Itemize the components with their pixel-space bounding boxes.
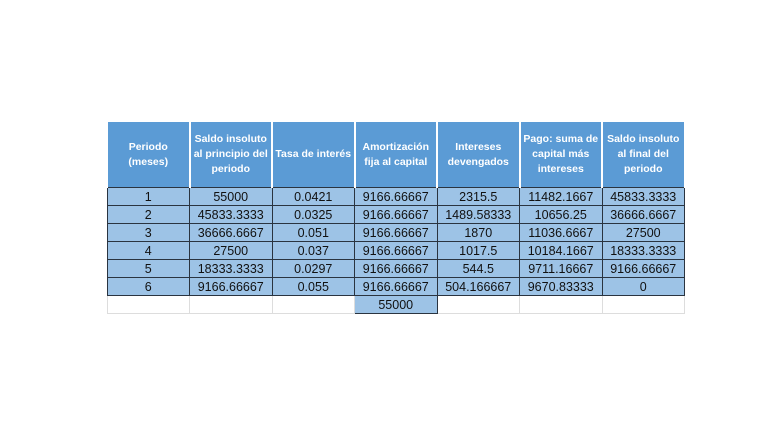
total-amortizacion: 55000 xyxy=(354,295,438,314)
table-cell: 6 xyxy=(106,277,190,296)
table-cell: 36666.6667 xyxy=(189,223,273,242)
table-cell: 0.051 xyxy=(271,223,355,242)
table-cell: 11482.1667 xyxy=(519,187,603,206)
table-cell: 9711.16667 xyxy=(519,259,603,278)
table-cell: 0 xyxy=(601,277,685,296)
table-cell: 5 xyxy=(106,259,190,278)
empty-cell xyxy=(106,295,190,314)
table-row: 1 55000 0.0421 9166.66667 2315.5 11482.1667 45… xyxy=(106,187,685,206)
header-row: Periodo (meses) Saldo insoluto al princi… xyxy=(106,122,686,188)
empty-cell xyxy=(519,295,603,314)
table-row: 2 45833.3333 0.0325 9166.66667 1489.58333 106… xyxy=(106,205,685,224)
header-pago: Pago: suma de capital más intereses xyxy=(518,122,603,188)
table-cell: 55000 xyxy=(189,187,273,206)
table-cell: 11036.6667 xyxy=(519,223,603,242)
table-row: 5 18333.3333 0.0297 9166.66667 544.5 9711.166… xyxy=(106,259,685,278)
table-cell: 544.5 xyxy=(436,259,520,278)
table-cell: 1017.5 xyxy=(436,241,520,260)
table-cell: 2 xyxy=(106,205,190,224)
table-row: 6 9166.66667 0.055 9166.66667 504.166667 9670… xyxy=(106,277,685,296)
table-cell: 36666.6667 xyxy=(601,205,685,224)
table-cell: 0.037 xyxy=(271,241,355,260)
table-cell: 0.0421 xyxy=(271,187,355,206)
table-cell: 9166.66667 xyxy=(354,205,438,224)
table-cell: 10184.1667 xyxy=(519,241,603,260)
table-cell: 18333.3333 xyxy=(189,259,273,278)
table-cell: 9166.66667 xyxy=(354,259,438,278)
table-cell: 9670.83333 xyxy=(519,277,603,296)
table-cell: 9166.66667 xyxy=(354,223,438,242)
table-cell: 0.0325 xyxy=(271,205,355,224)
amortization-table: Periodo (meses) Saldo insoluto al princi… xyxy=(106,122,686,314)
table-cell: 10656.25 xyxy=(519,205,603,224)
table-cell: 45833.3333 xyxy=(189,205,273,224)
table-cell: 4 xyxy=(106,241,190,260)
table-cell: 1489.58333 xyxy=(436,205,520,224)
header-saldo-final: Saldo insoluto al final del periodo xyxy=(601,122,686,188)
table-cell: 9166.66667 xyxy=(189,277,273,296)
table-cell: 9166.66667 xyxy=(601,259,685,278)
table-cell: 9166.66667 xyxy=(354,241,438,260)
table-row: 3 36666.6667 0.051 9166.66667 1870 11036.6667… xyxy=(106,223,685,242)
table-cell: 45833.3333 xyxy=(601,187,685,206)
table-cell: 1 xyxy=(106,187,190,206)
empty-cell xyxy=(271,295,355,314)
header-amortizacion: Amortización fija al capital xyxy=(353,122,438,188)
empty-cell xyxy=(436,295,520,314)
table-cell: 504.166667 xyxy=(436,277,520,296)
empty-cell xyxy=(601,295,685,314)
table-cell: 1870 xyxy=(436,223,520,242)
table-cell: 0.0297 xyxy=(271,259,355,278)
header-tasa: Tasa de interés xyxy=(271,122,356,188)
total-row: 55000 xyxy=(106,295,685,314)
header-saldo-inicial: Saldo insoluto al principio del periodo xyxy=(188,122,273,188)
table-cell: 9166.66667 xyxy=(354,187,438,206)
table-cell: 27500 xyxy=(601,223,685,242)
table-cell: 9166.66667 xyxy=(354,277,438,296)
table-row: 4 27500 0.037 9166.66667 1017.5 10184.1667 183… xyxy=(106,241,685,260)
table-cell: 3 xyxy=(106,223,190,242)
table-cell: 2315.5 xyxy=(436,187,520,206)
table-cell: 0.055 xyxy=(271,277,355,296)
table-cell: 18333.3333 xyxy=(601,241,685,260)
empty-cell xyxy=(189,295,273,314)
table-cell: 27500 xyxy=(189,241,273,260)
header-periodo: Periodo (meses) xyxy=(106,122,191,188)
header-intereses: Intereses devengados xyxy=(436,122,521,188)
